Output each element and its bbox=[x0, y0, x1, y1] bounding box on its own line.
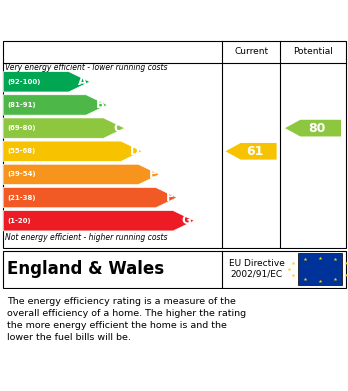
Polygon shape bbox=[3, 95, 107, 115]
Text: (39-54): (39-54) bbox=[7, 171, 35, 178]
Polygon shape bbox=[3, 187, 177, 208]
Text: C: C bbox=[113, 122, 122, 135]
Text: (21-38): (21-38) bbox=[7, 195, 35, 201]
Text: England & Wales: England & Wales bbox=[7, 260, 164, 278]
Text: A: A bbox=[78, 75, 87, 88]
Text: E: E bbox=[149, 168, 157, 181]
Text: (92-100): (92-100) bbox=[7, 79, 40, 85]
Polygon shape bbox=[3, 141, 142, 161]
Polygon shape bbox=[226, 143, 277, 160]
Polygon shape bbox=[3, 164, 159, 185]
Text: (81-91): (81-91) bbox=[7, 102, 35, 108]
Polygon shape bbox=[3, 118, 125, 138]
Text: Not energy efficient - higher running costs: Not energy efficient - higher running co… bbox=[5, 233, 167, 242]
Text: 80: 80 bbox=[308, 122, 325, 135]
Text: The energy efficiency rating is a measure of the
overall efficiency of a home. T: The energy efficiency rating is a measur… bbox=[7, 298, 246, 342]
Text: Current: Current bbox=[234, 47, 268, 56]
Text: Very energy efficient - lower running costs: Very energy efficient - lower running co… bbox=[5, 63, 167, 72]
Text: F: F bbox=[166, 191, 174, 204]
Polygon shape bbox=[3, 211, 194, 231]
Text: 61: 61 bbox=[246, 145, 263, 158]
Text: EU Directive
2002/91/EC: EU Directive 2002/91/EC bbox=[229, 259, 285, 278]
Polygon shape bbox=[3, 72, 90, 92]
Text: Potential: Potential bbox=[293, 47, 333, 56]
Polygon shape bbox=[285, 120, 341, 136]
Text: G: G bbox=[182, 214, 191, 227]
Text: (55-68): (55-68) bbox=[7, 148, 35, 154]
Text: Energy Efficiency Rating: Energy Efficiency Rating bbox=[69, 13, 279, 29]
Text: (1-20): (1-20) bbox=[7, 218, 31, 224]
Text: B: B bbox=[96, 99, 104, 111]
Bar bbox=[298, 253, 342, 285]
Text: (69-80): (69-80) bbox=[7, 125, 35, 131]
Text: D: D bbox=[129, 145, 139, 158]
